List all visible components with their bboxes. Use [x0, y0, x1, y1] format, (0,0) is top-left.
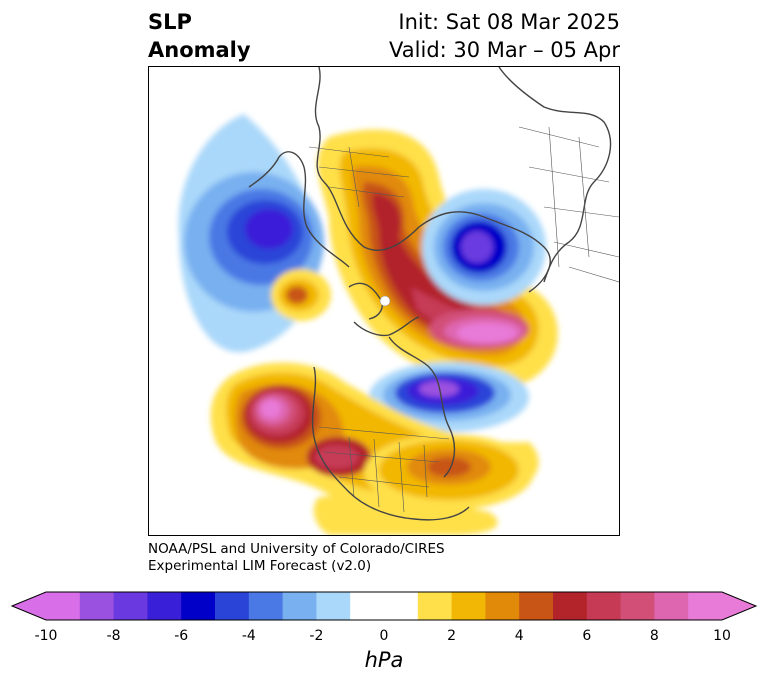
coastline: [353, 316, 420, 337]
colorbar-tick-label: 0: [379, 628, 389, 644]
anomaly-pacific-low: [245, 209, 293, 249]
border-line: [518, 126, 619, 283]
colorbar-tick-label: 8: [649, 628, 659, 644]
colorbar-tick-label: -8: [106, 628, 121, 644]
title-line-2: Anomaly: [148, 38, 251, 62]
colorbar-ticks: -10 -8 -6 -4 -2 0 2 4 6 8 10: [0, 628, 768, 648]
colorbar-segment: [519, 592, 554, 620]
colorbar-segment: [215, 592, 250, 620]
map-canvas: [178, 67, 619, 535]
colorbar-extend-left: [12, 592, 46, 620]
colorbar-tick-label: -6: [174, 628, 189, 644]
border-line: [318, 426, 450, 513]
forecast-dates: Init: Sat 08 Mar 2025 Valid: 30 Mar – 05…: [389, 8, 620, 64]
coastline: [248, 151, 350, 268]
colorbar-segment: [384, 592, 419, 620]
colorbar-tick-label: -2: [309, 628, 324, 644]
colorbar: [10, 591, 758, 621]
anomaly-west-atlantic-high: [427, 457, 471, 477]
colorbar-tick-label: 2: [447, 628, 457, 644]
coastlines: [248, 67, 612, 521]
colorbar-segment: [79, 592, 115, 620]
colorbar-extend-right: [722, 592, 756, 620]
init-date: Init: Sat 08 Mar 2025: [398, 10, 620, 34]
colorbar-segment: [46, 592, 81, 620]
colorbar-segment: [553, 592, 588, 620]
colorbar-segment: [620, 592, 655, 620]
anomaly-us-high: [315, 445, 359, 469]
colorbar-segment: [688, 592, 723, 620]
credit: NOAA/PSL and University of Colorado/CIRE…: [148, 541, 445, 575]
anomaly-siberia-low: [461, 231, 493, 263]
colorbar-segment: [350, 592, 385, 620]
colorbar-segment: [316, 592, 351, 620]
map-title: SLP Anomaly: [148, 8, 251, 64]
anomaly-south-high: [313, 495, 498, 535]
coastline: [388, 336, 456, 478]
colorbar-segment: [485, 592, 520, 620]
colorbar-tick-label: -10: [34, 628, 58, 644]
coastline: [498, 67, 612, 283]
valid-dates: Valid: 30 Mar – 05 Apr: [389, 38, 620, 62]
borders: [308, 126, 619, 513]
colorbar-tick-label: 10: [713, 628, 731, 644]
colorbar-segment: [451, 592, 486, 620]
coastline: [314, 67, 551, 293]
coastline: [348, 282, 383, 320]
anomaly-west-america-high: [261, 400, 281, 418]
colorbar-segment: [248, 592, 284, 620]
anomaly-atlantic-arctic-core: [457, 323, 517, 343]
coastline: [311, 366, 470, 521]
colorbar-segment: [147, 592, 182, 620]
anomaly-alaska-high: [286, 286, 308, 304]
colorbar-outline: [10, 591, 758, 621]
credit-line-2: Experimental LIM Forecast (v2.0): [148, 558, 372, 574]
colorbar-segment: [417, 592, 453, 620]
colorbar-tick-label: 6: [582, 628, 592, 644]
pole-marker: [379, 295, 391, 307]
colorbar-segment: [654, 592, 689, 620]
colorbar-segment: [113, 592, 148, 620]
title-line-1: SLP: [148, 10, 192, 34]
border-line: [308, 146, 410, 208]
colorbar-tick-label: 4: [514, 628, 524, 644]
colorbar-segment: [586, 592, 622, 620]
colorbar-unit: hPa: [364, 648, 404, 672]
credit-line-1: NOAA/PSL and University of Colorado/CIRE…: [148, 541, 445, 557]
anomaly-map: [148, 66, 620, 536]
colorbar-segment: [181, 592, 216, 620]
colorbar-tick-label: -4: [241, 628, 256, 644]
colorbar-segment: [282, 592, 317, 620]
